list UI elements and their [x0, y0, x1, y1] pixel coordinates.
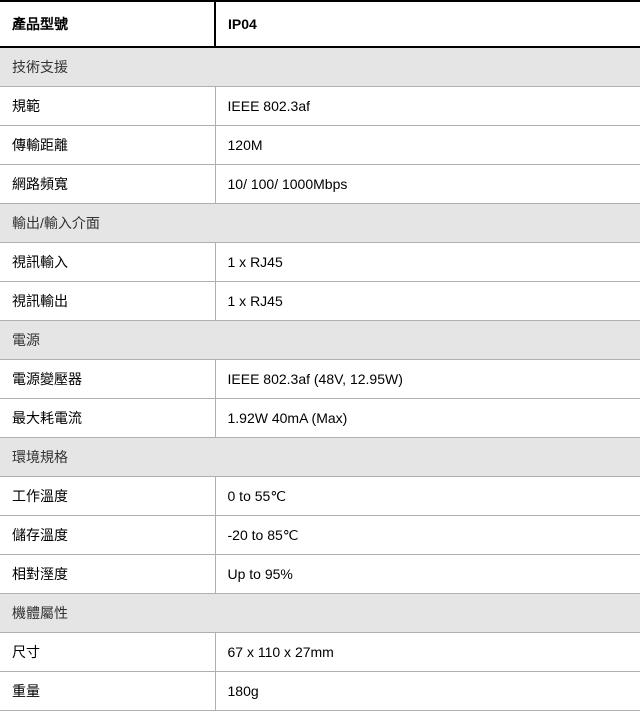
header-label: 產品型號: [0, 1, 215, 47]
row-value: -20 to 85℃: [215, 516, 640, 555]
table-row: 工作溫度0 to 55℃: [0, 477, 640, 516]
row-value: 1 x RJ45: [215, 243, 640, 282]
section-title: 電源: [0, 321, 640, 360]
spec-table: 產品型號 IP04 技術支援規範IEEE 802.3af傳輸距離120M網路頻寬…: [0, 0, 640, 711]
section-row: 輸出/輸入介面: [0, 204, 640, 243]
table-row: 視訊輸出1 x RJ45: [0, 282, 640, 321]
row-value: 10/ 100/ 1000Mbps: [215, 165, 640, 204]
row-value: 120M: [215, 126, 640, 165]
row-label: 規範: [0, 87, 215, 126]
row-value: Up to 95%: [215, 555, 640, 594]
row-label: 重量: [0, 672, 215, 711]
row-label: 尺寸: [0, 633, 215, 672]
row-label: 最大耗電流: [0, 399, 215, 438]
header-value: IP04: [215, 1, 640, 47]
row-value: 1.92W 40mA (Max): [215, 399, 640, 438]
table-row: 相對溼度Up to 95%: [0, 555, 640, 594]
row-value: 180g: [215, 672, 640, 711]
section-title: 環境規格: [0, 438, 640, 477]
row-label: 電源變壓器: [0, 360, 215, 399]
section-title: 機體屬性: [0, 594, 640, 633]
header-row: 產品型號 IP04: [0, 1, 640, 47]
section-title: 輸出/輸入介面: [0, 204, 640, 243]
row-label: 工作溫度: [0, 477, 215, 516]
row-label: 傳輸距離: [0, 126, 215, 165]
table-row: 規範IEEE 802.3af: [0, 87, 640, 126]
row-label: 儲存溫度: [0, 516, 215, 555]
table-row: 傳輸距離120M: [0, 126, 640, 165]
table-row: 最大耗電流1.92W 40mA (Max): [0, 399, 640, 438]
row-value: IEEE 802.3af (48V, 12.95W): [215, 360, 640, 399]
row-value: IEEE 802.3af: [215, 87, 640, 126]
section-row: 電源: [0, 321, 640, 360]
row-value: 0 to 55℃: [215, 477, 640, 516]
table-body: 技術支援規範IEEE 802.3af傳輸距離120M網路頻寬10/ 100/ 1…: [0, 47, 640, 711]
section-row: 環境規格: [0, 438, 640, 477]
table-row: 重量180g: [0, 672, 640, 711]
table-row: 電源變壓器IEEE 802.3af (48V, 12.95W): [0, 360, 640, 399]
table-row: 網路頻寬10/ 100/ 1000Mbps: [0, 165, 640, 204]
row-value: 67 x 110 x 27mm: [215, 633, 640, 672]
row-label: 視訊輸出: [0, 282, 215, 321]
table-row: 儲存溫度-20 to 85℃: [0, 516, 640, 555]
table-row: 尺寸67 x 110 x 27mm: [0, 633, 640, 672]
section-title: 技術支援: [0, 47, 640, 87]
section-row: 機體屬性: [0, 594, 640, 633]
table-row: 視訊輸入1 x RJ45: [0, 243, 640, 282]
row-label: 視訊輸入: [0, 243, 215, 282]
row-label: 相對溼度: [0, 555, 215, 594]
row-label: 網路頻寬: [0, 165, 215, 204]
section-row: 技術支援: [0, 47, 640, 87]
row-value: 1 x RJ45: [215, 282, 640, 321]
